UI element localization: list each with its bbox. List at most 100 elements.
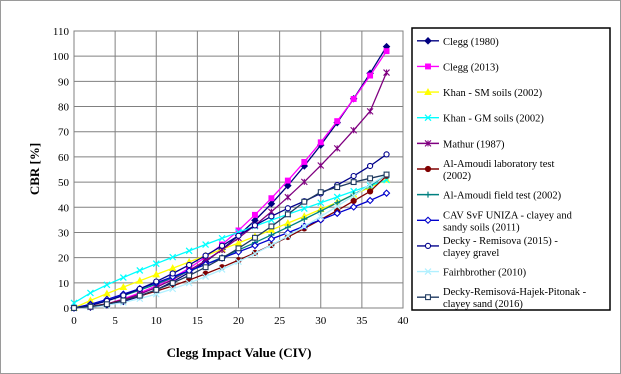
data-point [120, 292, 127, 299]
data-point [300, 222, 308, 230]
y-tick-label: 30 [58, 227, 70, 239]
y-tick-label: 50 [58, 177, 70, 189]
data-point [284, 211, 291, 218]
data-point [367, 175, 374, 182]
y-tick-label: 80 [58, 102, 70, 114]
data-point [300, 205, 308, 212]
data-point [350, 96, 357, 102]
legend-label: Clegg (1980) [443, 37, 499, 48]
data-point [136, 285, 143, 292]
data-point [334, 184, 341, 191]
data-point [218, 242, 226, 249]
data-point [350, 197, 357, 205]
x-tick-label: 25 [274, 315, 286, 327]
legend-label: Al-Amoudi field test (2002) [443, 191, 562, 202]
tick-labels: 0 5 10 15 20 25 30 35 40 0 10 20 30 40 50 60 70 80 90 100 11… [53, 26, 410, 327]
y-tick-label: 100 [53, 51, 70, 63]
data-point [367, 72, 374, 79]
data-point [366, 107, 374, 115]
data-point [218, 234, 226, 242]
data-point [383, 171, 390, 178]
legend-marker [424, 88, 432, 95]
data-point [268, 213, 275, 220]
data-point [153, 286, 160, 293]
data-point [185, 279, 193, 287]
data-point [284, 232, 292, 240]
data-point [119, 283, 128, 290]
data-point [333, 202, 341, 210]
data-point [185, 247, 193, 255]
data-point [202, 241, 210, 248]
data-point [350, 192, 358, 200]
data-point [267, 235, 276, 243]
data-point [153, 278, 160, 285]
data-point [235, 245, 242, 252]
data-point [367, 188, 374, 195]
legend-label: Khan - GM soils (2002) [443, 114, 544, 125]
legend-entry: Decky-Remisová-Hajek-Pitonak -clayey san… [417, 287, 587, 310]
legend-entry: Khan - GM soils (2002) [417, 114, 544, 125]
data-point [202, 273, 210, 280]
legend-label: Decky-Remisová-Hajek-Pitonak -clayey san… [443, 287, 587, 310]
data-point [70, 299, 78, 307]
data-point [301, 198, 308, 205]
y-tick-label: 0 [64, 303, 70, 315]
data-point [136, 292, 143, 299]
legend-marker [424, 165, 432, 173]
series-line [73, 179, 387, 304]
data-point [169, 285, 177, 293]
legend-marker [424, 242, 432, 250]
data-point [333, 144, 341, 152]
data-point [317, 162, 325, 169]
data-point [169, 253, 177, 261]
data-point [152, 270, 161, 278]
data-point [186, 261, 193, 269]
data-point [284, 193, 292, 201]
legend-marker [425, 191, 431, 198]
legend-label: Fairhbrother (2010) [443, 268, 527, 279]
legend-entry: CAV SvF UNIZA - clayey and sandy soils (2… [417, 210, 573, 233]
legend-label: CAV SvF UNIZA - clayey and sandy soils (2… [443, 210, 573, 233]
data-point [383, 48, 390, 55]
data-point [169, 280, 176, 287]
data-point [103, 301, 110, 308]
data-point [136, 267, 144, 274]
x-tick-label: 10 [151, 315, 163, 327]
legend-entry: Al-Amoudi laboratory test (2002) [417, 159, 554, 182]
data-point [267, 199, 276, 208]
data-point [169, 270, 176, 277]
legend-marker [424, 268, 432, 275]
y-tick-label: 20 [58, 253, 70, 265]
legend-entry: Clegg (1980) [417, 37, 499, 48]
legend-label: Al-Amoudi laboratory test (2002) [443, 159, 554, 182]
y-tick-label: 90 [58, 76, 70, 88]
x-tick-label: 35 [356, 315, 368, 327]
data-point [219, 255, 225, 262]
data-point [284, 181, 292, 190]
series-10 [71, 171, 390, 311]
data-point [251, 250, 259, 258]
legend-marker [424, 114, 432, 122]
x-tick-label: 5 [112, 315, 118, 327]
legend-marker [425, 294, 431, 301]
legend-marker [424, 216, 432, 225]
data-point [235, 232, 242, 239]
data-point [71, 305, 77, 311]
legend-label: Mathur (1987) [443, 139, 505, 150]
data-point [135, 276, 144, 284]
data-point [251, 241, 259, 250]
y-tick-label: 10 [58, 278, 70, 290]
data-point [284, 205, 291, 212]
x-tick-label: 0 [71, 315, 77, 327]
legend-label: Decky - Remisova (2015) -clayey gravel [443, 236, 558, 259]
x-tick-label: 20 [233, 315, 245, 327]
x-tick-label: 15 [192, 315, 204, 327]
data-point [152, 260, 160, 268]
legend-entry: Khan - SM soils (2002) [417, 88, 543, 99]
y-tick-label: 110 [53, 26, 70, 38]
data-point [87, 289, 94, 297]
y-tick-label: 70 [58, 127, 70, 139]
legend-entry: Mathur (1987) [417, 139, 505, 150]
y-axis-title: CBR [%] [27, 143, 42, 195]
data-point [317, 139, 324, 146]
